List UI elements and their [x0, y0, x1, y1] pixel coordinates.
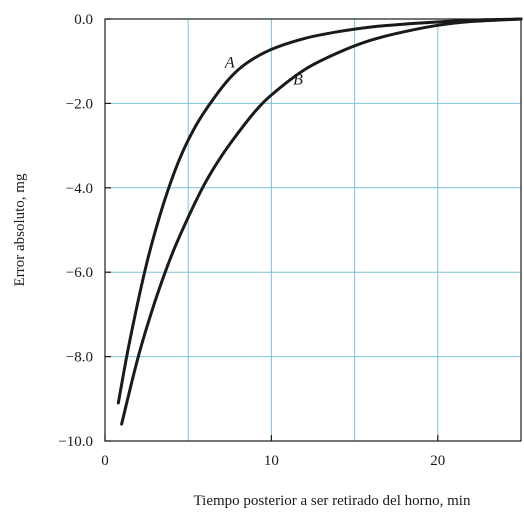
series-lines: [116, 17, 523, 426]
tick-marks: [104, 18, 439, 442]
x-tick-label: 20: [430, 453, 445, 469]
y-axis-label: Error absoluto, mg: [12, 173, 28, 286]
curve-label-b: B: [293, 71, 303, 88]
y-tick-label: −2.0: [66, 96, 93, 112]
grid-lines: [105, 19, 521, 441]
curve-label-a: A: [224, 55, 235, 72]
y-tick-label: −4.0: [66, 181, 93, 197]
x-tick-label: 0: [101, 453, 109, 469]
tick-labels: 0 10 20 0.0 −2.0 −4.0 −6.0 −8.0 −10.0 A B: [58, 12, 445, 469]
y-tick-label: −8.0: [66, 350, 93, 366]
y-tick-label: −6.0: [66, 265, 93, 281]
series-line-a: [116, 17, 523, 405]
series-line-b: [120, 17, 523, 426]
plot-frame: [104, 18, 522, 442]
y-tick-label: 0.0: [74, 12, 93, 28]
y-tick-label: −10.0: [58, 434, 93, 450]
x-axis-label: Tiempo posterior a ser retirado del horn…: [194, 493, 471, 509]
x-tick-label: 10: [264, 453, 279, 469]
